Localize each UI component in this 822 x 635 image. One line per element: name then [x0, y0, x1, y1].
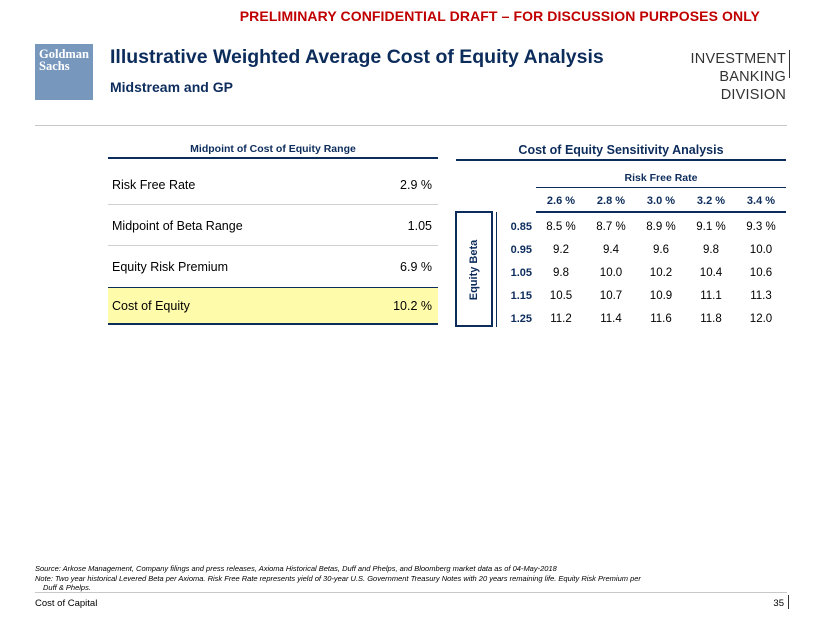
column-header: 3.2 %	[696, 195, 726, 207]
footer-section-label: Cost of Capital	[35, 598, 98, 609]
row-value: 1.05	[407, 219, 432, 233]
table-cell: 10.7	[599, 290, 623, 302]
row-header: 0.95	[510, 244, 532, 256]
table-cell: 9.8	[703, 244, 719, 256]
table-row: Equity Risk Premium 6.9 %	[108, 249, 438, 285]
table-cell: 9.1 %	[696, 221, 726, 233]
column-header: 3.4 %	[746, 195, 776, 207]
left-table-heading: Midpoint of Cost of Equity Range	[190, 143, 356, 155]
page-number-divider	[788, 595, 789, 609]
table-cell: 9.3 %	[746, 221, 776, 233]
note-line-1: Note: Two year historical Levered Beta p…	[35, 573, 641, 583]
table-cell: 10.0	[599, 267, 623, 279]
logo-line-1: Goldman	[39, 47, 90, 61]
cost-of-equity-row: Cost of Equity 10.2 %	[108, 287, 438, 325]
row-header: 1.15	[510, 290, 532, 302]
row-label: Risk Free Rate	[112, 178, 196, 192]
table-cell: 11.8	[700, 313, 722, 325]
sensitivity-heading: Cost of Equity Sensitivity Analysis	[518, 143, 724, 157]
table-cell: 8.5 %	[546, 221, 576, 233]
column-header: 3.0 %	[646, 195, 676, 207]
table-cell: 11.1	[700, 290, 722, 302]
column-header-rule	[536, 211, 786, 213]
left-table-heading-rule	[108, 157, 438, 159]
table-cell: 8.9 %	[646, 221, 676, 233]
table-cell: 9.4	[603, 244, 619, 256]
table-cell: 9.8	[553, 267, 569, 279]
table-cell: 10.0	[749, 244, 773, 256]
confidential-banner: PRELIMINARY CONFIDENTIAL DRAFT – FOR DIS…	[239, 8, 760, 24]
row-header: 0.85	[510, 221, 532, 233]
table-row: Midpoint of Beta Range 1.05	[108, 208, 438, 244]
column-header: 2.6 %	[546, 195, 576, 207]
row-divider	[108, 204, 438, 205]
row-divider	[108, 245, 438, 246]
division-divider	[789, 50, 790, 78]
note-line-2: Duff & Phelps.	[43, 583, 91, 592]
row-value: 2.9 %	[400, 178, 432, 192]
page-title: Illustrative Weighted Average Cost of Eq…	[110, 46, 604, 68]
row-header: 1.25	[510, 313, 532, 325]
footer-rule	[35, 592, 787, 593]
row-value: 6.9 %	[400, 260, 432, 274]
goldman-sachs-logo: Goldman Sachs	[35, 44, 93, 100]
table-cell: 12.0	[749, 313, 773, 325]
risk-free-rate-axis-label: Risk Free Rate	[624, 172, 698, 184]
division-line-1: INVESTMENT BANKING	[690, 51, 786, 85]
table-cell: 9.2	[553, 244, 569, 256]
table-cell: 10.4	[699, 267, 723, 279]
header-rule	[35, 125, 787, 126]
row-header: 1.05	[510, 267, 532, 279]
column-header: 2.8 %	[596, 195, 626, 207]
table-cell: 11.2	[550, 313, 572, 325]
row-value: 10.2 %	[393, 298, 432, 313]
table-cell: 10.9	[649, 290, 673, 302]
table-cell: 10.6	[749, 267, 773, 279]
equity-beta-axis-label: Equity Beta	[468, 239, 480, 301]
table-cell: 11.6	[650, 313, 672, 325]
risk-free-rate-axis-rule	[536, 187, 786, 188]
table-cell: 10.5	[549, 290, 573, 302]
row-label: Cost of Equity	[112, 298, 190, 313]
table-cell: 9.6	[653, 244, 669, 256]
logo-line-2: Sachs	[39, 59, 70, 73]
table-cell: 8.7 %	[596, 221, 626, 233]
division-label: INVESTMENT BANKING DIVISION	[620, 50, 786, 104]
source-notes: Source: Arkose Management, Company filin…	[35, 564, 755, 593]
row-label: Midpoint of Beta Range	[112, 219, 243, 233]
page-subtitle: Midstream and GP	[110, 79, 233, 95]
table-cell: 11.3	[750, 290, 772, 302]
sensitivity-heading-rule	[456, 159, 786, 161]
table-row: Risk Free Rate 2.9 %	[108, 167, 438, 203]
row-label: Equity Risk Premium	[112, 260, 228, 274]
division-line-2: DIVISION	[720, 87, 786, 103]
row-header-rule	[496, 212, 497, 327]
page-number: 35	[773, 598, 784, 609]
equity-beta-box	[455, 211, 493, 327]
table-cell: 11.4	[600, 313, 622, 325]
source-line: Source: Arkose Management, Company filin…	[35, 564, 557, 573]
table-cell: 10.2	[649, 267, 673, 279]
